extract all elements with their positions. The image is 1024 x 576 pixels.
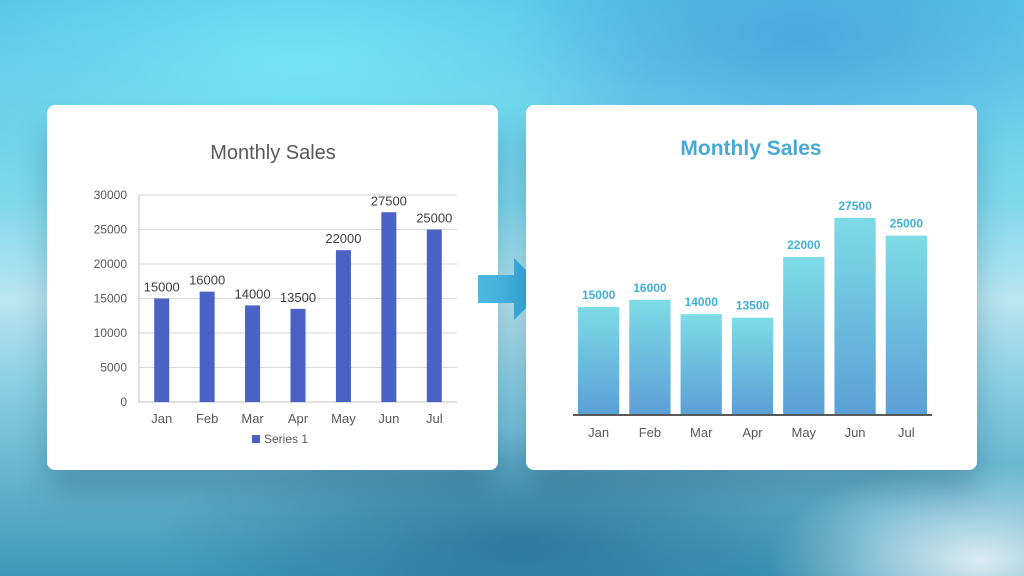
bar (834, 217, 876, 414)
y-tick-label: 20000 (94, 257, 128, 271)
data-label: 13500 (280, 290, 316, 305)
x-tick-label: Feb (196, 411, 218, 426)
y-tick-label: 30000 (94, 188, 128, 202)
bar (629, 299, 671, 414)
legend-swatch (252, 435, 260, 443)
bar (199, 291, 215, 402)
y-tick-label: 25000 (94, 223, 128, 237)
y-tick-label: 0 (120, 395, 127, 409)
data-label: 16000 (633, 281, 667, 295)
y-tick-label: 5000 (100, 361, 127, 375)
x-tick-label: Feb (639, 425, 661, 440)
bar (885, 235, 927, 414)
data-label: 13500 (736, 299, 770, 313)
bar (731, 317, 774, 414)
data-label: 22000 (325, 231, 361, 246)
y-tick-label: 15000 (94, 292, 128, 306)
data-label: 14000 (234, 286, 270, 301)
redesigned-chart-card: Monthly Sales 15000 16000 14000 13500 22000 2… (526, 105, 977, 470)
x-tick-label: May (331, 411, 356, 426)
x-tick-label: Jul (426, 411, 443, 426)
original-chart-card: Monthly Sales 15000 16000 14000 13500 22000 2… (47, 105, 498, 470)
x-tick-label: Mar (241, 411, 264, 426)
data-label: 15000 (144, 280, 180, 295)
chart-title: Monthly Sales (680, 137, 821, 160)
bar (426, 229, 442, 402)
y-tick-label: 10000 (94, 326, 128, 340)
bar (578, 307, 620, 414)
data-label: 27500 (371, 193, 407, 208)
data-label: 25000 (890, 217, 924, 231)
bar (335, 250, 351, 402)
x-tick-label: Apr (742, 425, 763, 440)
data-label: 27500 (838, 199, 872, 213)
x-tick-label: Jan (151, 411, 172, 426)
original-chart: Monthly Sales 15000 16000 14000 13500 22000 2… (94, 142, 457, 446)
x-tick-label: Jan (588, 425, 609, 440)
x-tick-label: Jun (845, 425, 866, 440)
bar (245, 305, 261, 402)
legend-label: Series 1 (264, 432, 308, 446)
x-tick-label: Jul (898, 425, 915, 440)
x-tick-label: Mar (690, 425, 713, 440)
bar (290, 308, 306, 402)
data-label: 22000 (787, 238, 821, 252)
chart-legend: Series 1 (252, 432, 308, 446)
data-label: 25000 (416, 211, 452, 226)
data-label: 15000 (582, 288, 616, 302)
x-tick-label: Apr (288, 411, 309, 426)
redesigned-chart: Monthly Sales 15000 16000 14000 13500 22000 2… (573, 137, 932, 440)
x-tick-label: Jun (378, 411, 399, 426)
x-tick-label: May (792, 425, 817, 440)
chart-title: Monthly Sales (210, 142, 336, 164)
bar (154, 298, 170, 402)
bar (783, 257, 825, 414)
bar (680, 314, 722, 414)
bar (381, 212, 397, 402)
data-label: 16000 (189, 273, 225, 288)
data-label: 14000 (685, 295, 719, 309)
